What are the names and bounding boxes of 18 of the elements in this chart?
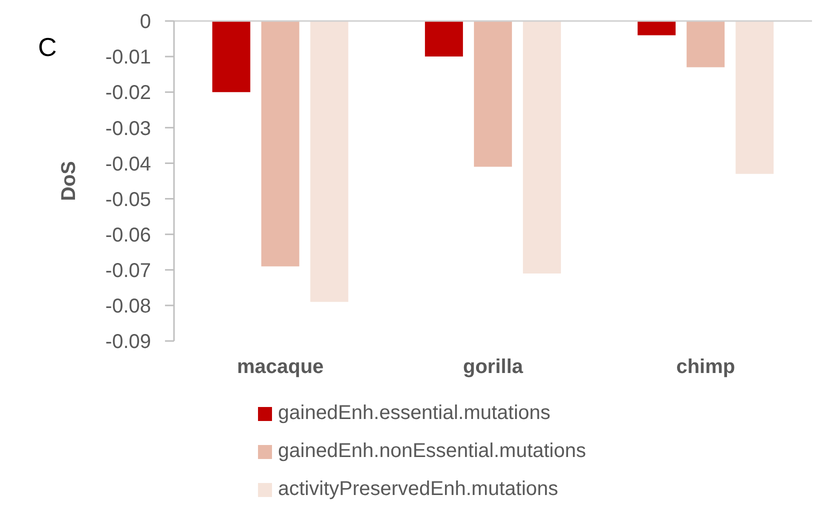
y-tick-label: -0.02 xyxy=(105,82,151,104)
x-tick-label: gorilla xyxy=(462,356,524,378)
y-tick-label: -0.06 xyxy=(105,224,151,246)
x-tick-label: chimp xyxy=(676,356,736,378)
legend-label: gainedEnh.essential.mutations xyxy=(278,402,550,424)
y-tick-label: -0.05 xyxy=(105,188,151,211)
y-tick-label: -0.07 xyxy=(105,260,151,282)
y-tick-label: 0 xyxy=(140,11,151,34)
x-tick-label: macaque xyxy=(236,356,324,378)
y-axis-title: DoS xyxy=(58,161,80,201)
y-tick-label: -0.09 xyxy=(105,331,151,354)
text: C xyxy=(38,32,57,63)
y-tick-label: -0.08 xyxy=(105,296,151,318)
legend-label: activityPreservedEnh.mutations xyxy=(278,478,558,500)
y-tick-label: -0.04 xyxy=(105,153,151,176)
y-tick-label: -0.03 xyxy=(105,118,151,140)
y-tick-label: -0.01 xyxy=(105,46,151,69)
legend-label: gainedEnh.nonEssential.mutations xyxy=(278,440,586,462)
